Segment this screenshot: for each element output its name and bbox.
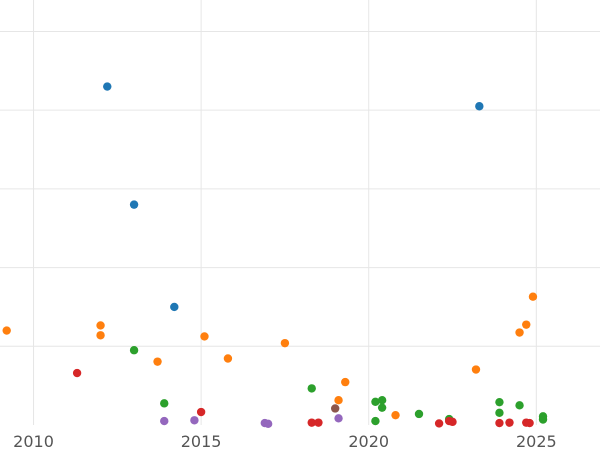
x-tick-label: 2010	[13, 432, 54, 450]
data-point	[280, 338, 290, 348]
series-2	[129, 346, 548, 426]
data-point	[103, 82, 112, 91]
data-point	[223, 354, 233, 363]
data-point	[153, 357, 162, 366]
x-tick-label: 2020	[348, 432, 389, 450]
data-point	[528, 292, 538, 301]
data-point	[391, 410, 400, 420]
data-point	[341, 377, 350, 387]
data-point	[129, 200, 139, 209]
data-point	[515, 401, 524, 410]
data-point	[377, 396, 387, 405]
series-0	[103, 82, 484, 312]
data-point	[196, 407, 206, 417]
x-tick-label: 2015	[181, 432, 222, 450]
data-point	[129, 346, 139, 355]
data-point	[190, 416, 199, 425]
data-point	[2, 326, 11, 335]
x-axis-ticks: 2010 2015 2020 2025	[13, 432, 557, 450]
data-point	[471, 365, 481, 374]
data-point	[160, 416, 169, 426]
data-point	[538, 415, 548, 424]
data-point	[505, 418, 514, 427]
data-points	[2, 82, 548, 429]
data-point	[334, 396, 343, 405]
data-point	[307, 418, 316, 427]
data-point	[263, 419, 273, 429]
data-point	[522, 320, 531, 329]
data-point	[515, 328, 524, 337]
data-point	[495, 408, 504, 418]
data-point	[377, 403, 387, 412]
data-point	[96, 321, 105, 330]
data-point	[72, 368, 82, 378]
data-point	[495, 418, 504, 428]
data-point	[200, 332, 209, 341]
data-point	[475, 102, 484, 111]
series-4	[160, 414, 343, 429]
grid	[0, 0, 600, 425]
data-point	[371, 416, 380, 426]
data-point	[495, 397, 504, 407]
data-point	[314, 418, 323, 427]
data-point	[414, 409, 424, 419]
data-point	[371, 397, 380, 406]
data-point	[307, 384, 316, 393]
data-point	[525, 418, 534, 428]
x-tick-label: 2025	[516, 432, 557, 450]
data-point	[160, 399, 169, 408]
data-point	[434, 419, 444, 428]
data-point	[170, 302, 179, 312]
data-point	[96, 331, 105, 340]
data-point	[334, 414, 343, 423]
series-5	[330, 404, 340, 413]
series-1	[2, 292, 538, 420]
data-point	[448, 417, 457, 427]
data-point	[330, 404, 340, 413]
series-3	[72, 368, 534, 428]
